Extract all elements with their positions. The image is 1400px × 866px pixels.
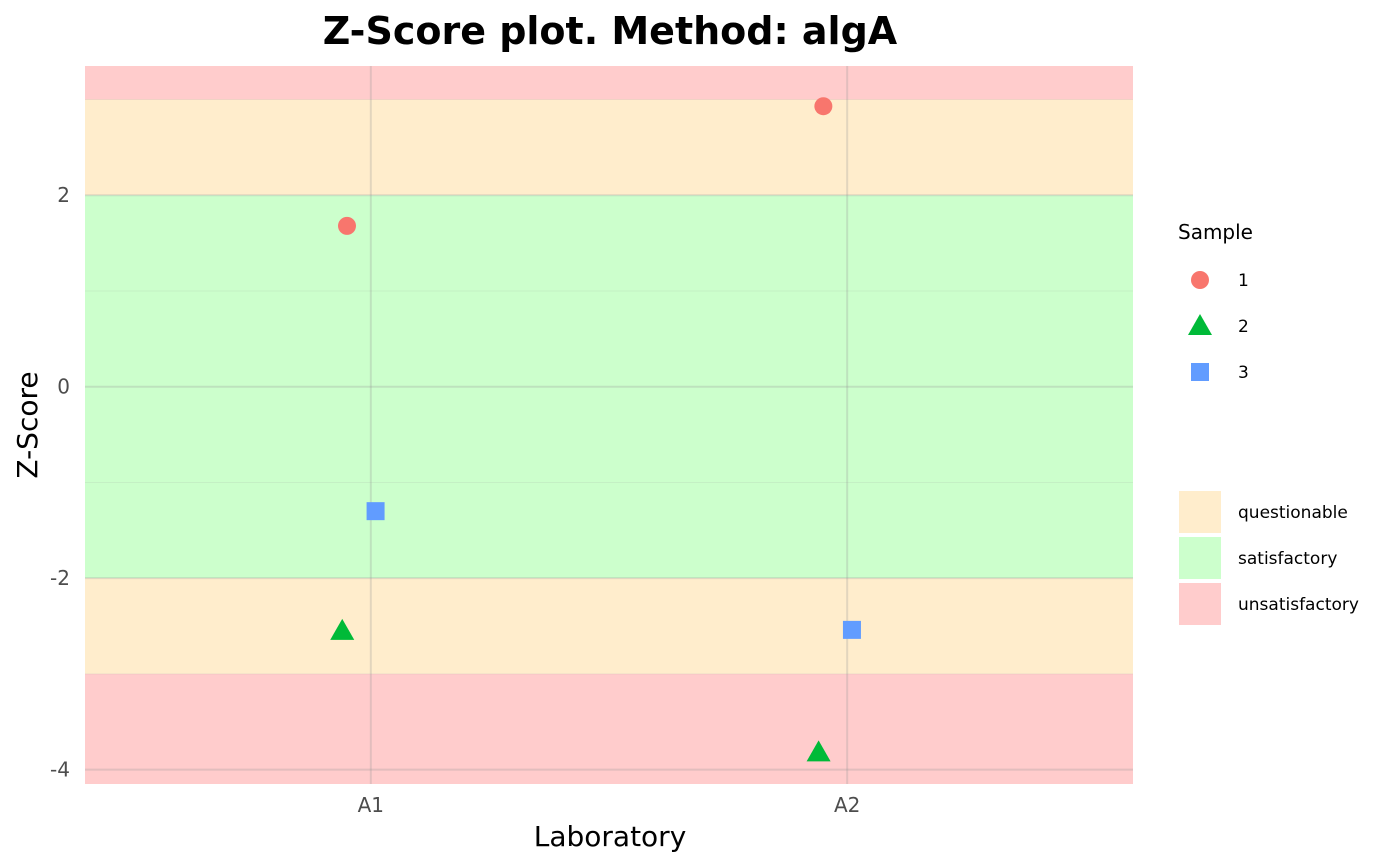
legend-label: 3 [1238,363,1249,383]
legend-band-key [1179,491,1221,533]
legend-key-1 [1191,271,1209,289]
point-sample-2-A2 [806,740,831,762]
point-sample-3-A1 [366,502,385,521]
x-tick-label: A2 [834,793,860,817]
x-axis-ticks: A1 A2 [358,793,861,817]
legend-band-label: questionable [1238,503,1348,523]
y-axis-ticks: -4 -2 0 2 [50,183,70,781]
x-axis-title: Laboratory [534,820,687,853]
band-satisfactory [85,195,1133,579]
y-axis-title: Z-Score [11,371,44,478]
band-unsatisfactory [85,66,1133,100]
data-points [330,97,861,762]
legend-label: 2 [1238,317,1249,337]
chart-title: Z-Score plot. Method: algA [323,9,898,53]
band-unsatisfactory [85,673,1133,784]
y-tick-label: 0 [57,375,70,399]
legend-bands: questionable satisfactory unsatisfactory [1179,491,1359,625]
performance-bands [85,66,1133,784]
legend-band-label: satisfactory [1238,549,1337,569]
point-sample-2-A1 [330,618,355,640]
legend-band-key [1179,583,1221,625]
y-tick-label: -4 [50,758,70,782]
legend-title: Sample [1178,220,1253,244]
legend-key-3 [1191,363,1209,381]
x-tick-label: A1 [358,793,384,817]
band-questionable [85,99,1133,196]
point-sample-1-A1 [338,216,356,235]
point-sample-1-A2 [814,97,833,116]
legend-label: 1 [1238,271,1249,291]
band-questionable [85,578,1133,674]
point-sample-3-A2 [842,620,861,639]
legend-key-2 [1188,314,1212,335]
legend-band-key [1179,537,1221,579]
gridlines [85,66,1133,784]
y-tick-label: -2 [50,566,70,590]
legend-band-label: unsatisfactory [1238,595,1359,615]
y-tick-label: 2 [57,183,70,207]
legend-sample: Sample 1 2 3 [1178,220,1253,383]
